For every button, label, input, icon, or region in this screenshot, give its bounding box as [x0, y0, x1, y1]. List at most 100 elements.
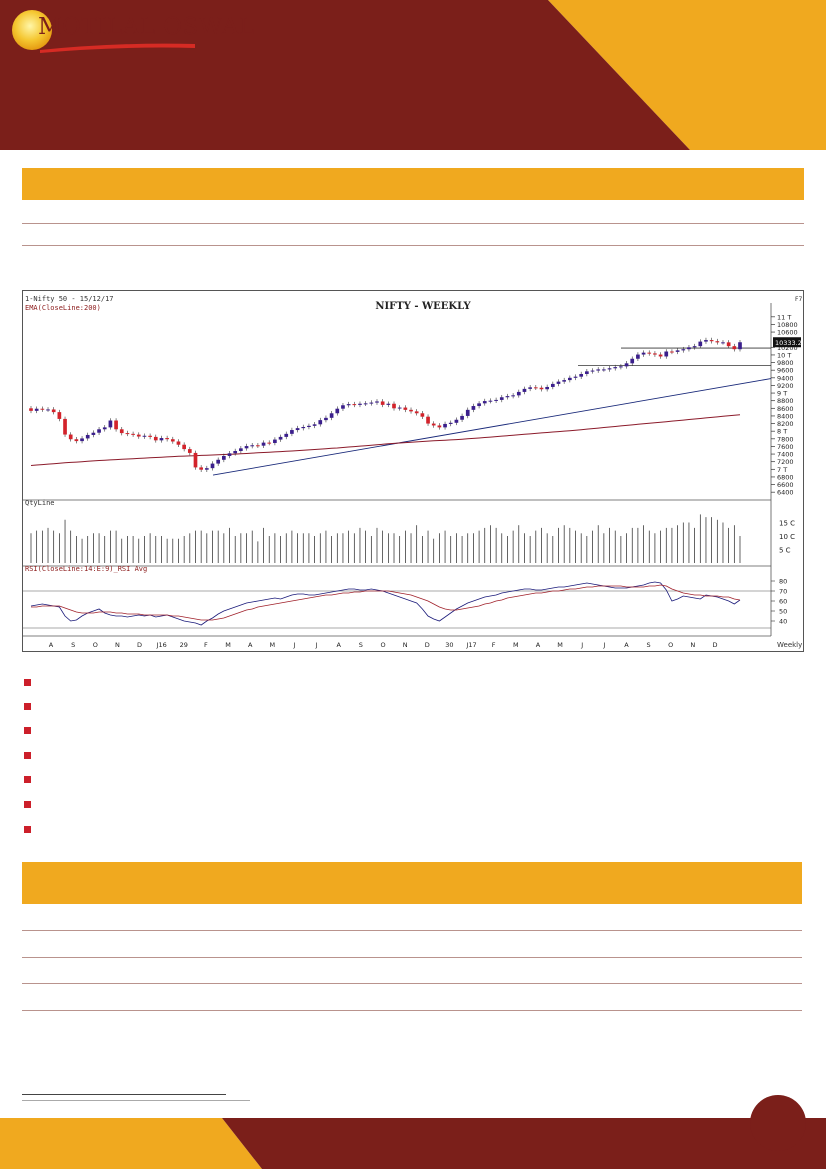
candle-body [579, 374, 584, 377]
candle-body [119, 429, 124, 434]
table-row-divider [22, 1010, 802, 1011]
candle-body [329, 413, 334, 418]
candle-body [227, 453, 232, 456]
candle-body [318, 420, 323, 425]
candle-body [239, 448, 243, 452]
price-tick-label: 8200 [777, 420, 794, 428]
x-tick-label: J16 [156, 641, 167, 649]
candle-body [159, 438, 164, 441]
candle-body [63, 418, 67, 435]
x-tick-label: J [315, 641, 318, 649]
candle-body [131, 433, 135, 435]
trend-line [212, 378, 772, 476]
x-tick-label: N [690, 641, 695, 649]
candle-body [369, 402, 374, 404]
ema-200-line [30, 414, 741, 466]
price-tick-label: 10 T [777, 351, 791, 359]
x-tick-label: N [115, 641, 120, 649]
candle-body [653, 353, 657, 355]
candle-body [358, 403, 362, 405]
candle-body [721, 342, 725, 344]
candle-body [380, 401, 385, 405]
candle-body [34, 408, 39, 411]
price-tick-label: 6800 [777, 473, 794, 481]
candle-body [624, 363, 629, 367]
price-tick-label: 9200 [777, 382, 794, 390]
rsi-tick-label: 40 [779, 618, 787, 626]
x-tick-label: O [380, 641, 385, 649]
candle-body [505, 396, 510, 398]
candle-body [312, 424, 317, 426]
candle-body [102, 427, 107, 430]
x-period-label: Weekly [777, 641, 802, 649]
candle-body [335, 408, 340, 414]
page-number-badge [750, 1095, 806, 1151]
candle-body [454, 419, 459, 423]
price-tick-label: 9 T [777, 390, 787, 398]
candle-body [233, 451, 238, 454]
candle-body [460, 415, 464, 420]
section-header-band [22, 168, 804, 200]
price-tick-label: 10600 [777, 329, 798, 337]
candle-body [204, 468, 209, 470]
x-tick-label: S [71, 641, 75, 649]
candle-body [477, 403, 481, 407]
candle-body [290, 430, 294, 434]
candle-body [403, 407, 408, 410]
candle-body [397, 407, 402, 409]
candle-body [573, 376, 578, 378]
rsi-tick-label: 80 [779, 578, 787, 586]
candle-body [57, 412, 62, 419]
candle-body [307, 425, 311, 427]
price-tick-label: 7400 [777, 451, 794, 459]
price-tick-label: 8600 [777, 405, 794, 413]
candle-body [199, 467, 204, 470]
header-gold-wedge [548, 0, 826, 150]
candle-body [528, 387, 532, 389]
volume-tick-label: 15 C [779, 520, 795, 528]
candle-body [176, 441, 181, 445]
price-tick-label: 7 T [777, 466, 787, 474]
candle-body [165, 438, 169, 440]
candle-body [567, 377, 572, 381]
candle-body [193, 452, 198, 468]
candle-body [545, 386, 549, 390]
bullet-marker [24, 679, 31, 686]
candle-body [324, 417, 328, 421]
candle-body [170, 439, 175, 442]
x-tick-label: J17 [465, 641, 476, 649]
candle-body [636, 354, 640, 359]
rsi-tick-label: 70 [779, 588, 787, 596]
candle-body [715, 341, 720, 343]
candle-body [562, 380, 567, 382]
candle-body [443, 423, 447, 428]
candle-body [704, 340, 708, 342]
candle-body [732, 346, 737, 350]
x-tick-label: M [225, 641, 231, 649]
candle-body [51, 409, 56, 413]
candle-body [284, 433, 289, 437]
candle-body [74, 439, 79, 442]
footnote-rule [22, 1094, 226, 1095]
candle-body [136, 434, 141, 437]
candle-body [590, 370, 595, 372]
x-tick-label: A [49, 641, 54, 649]
candle-body [352, 404, 357, 406]
current-price-label: 10333.2 [775, 339, 802, 347]
candle-body [187, 449, 192, 453]
table-header-band [22, 862, 802, 904]
x-tick-label: J [293, 641, 296, 649]
candle-body [482, 401, 487, 404]
candle-body [256, 445, 260, 447]
candle-body [153, 436, 158, 441]
candle-body [670, 351, 674, 353]
candle-body [709, 340, 714, 342]
candle-body [607, 368, 612, 370]
price-tick-label: 11 T [777, 313, 791, 321]
candle-body [658, 354, 663, 357]
candle-body [675, 350, 680, 352]
table-row-divider [22, 930, 802, 931]
x-tick-label: M [270, 641, 276, 649]
x-tick-label: S [359, 641, 363, 649]
